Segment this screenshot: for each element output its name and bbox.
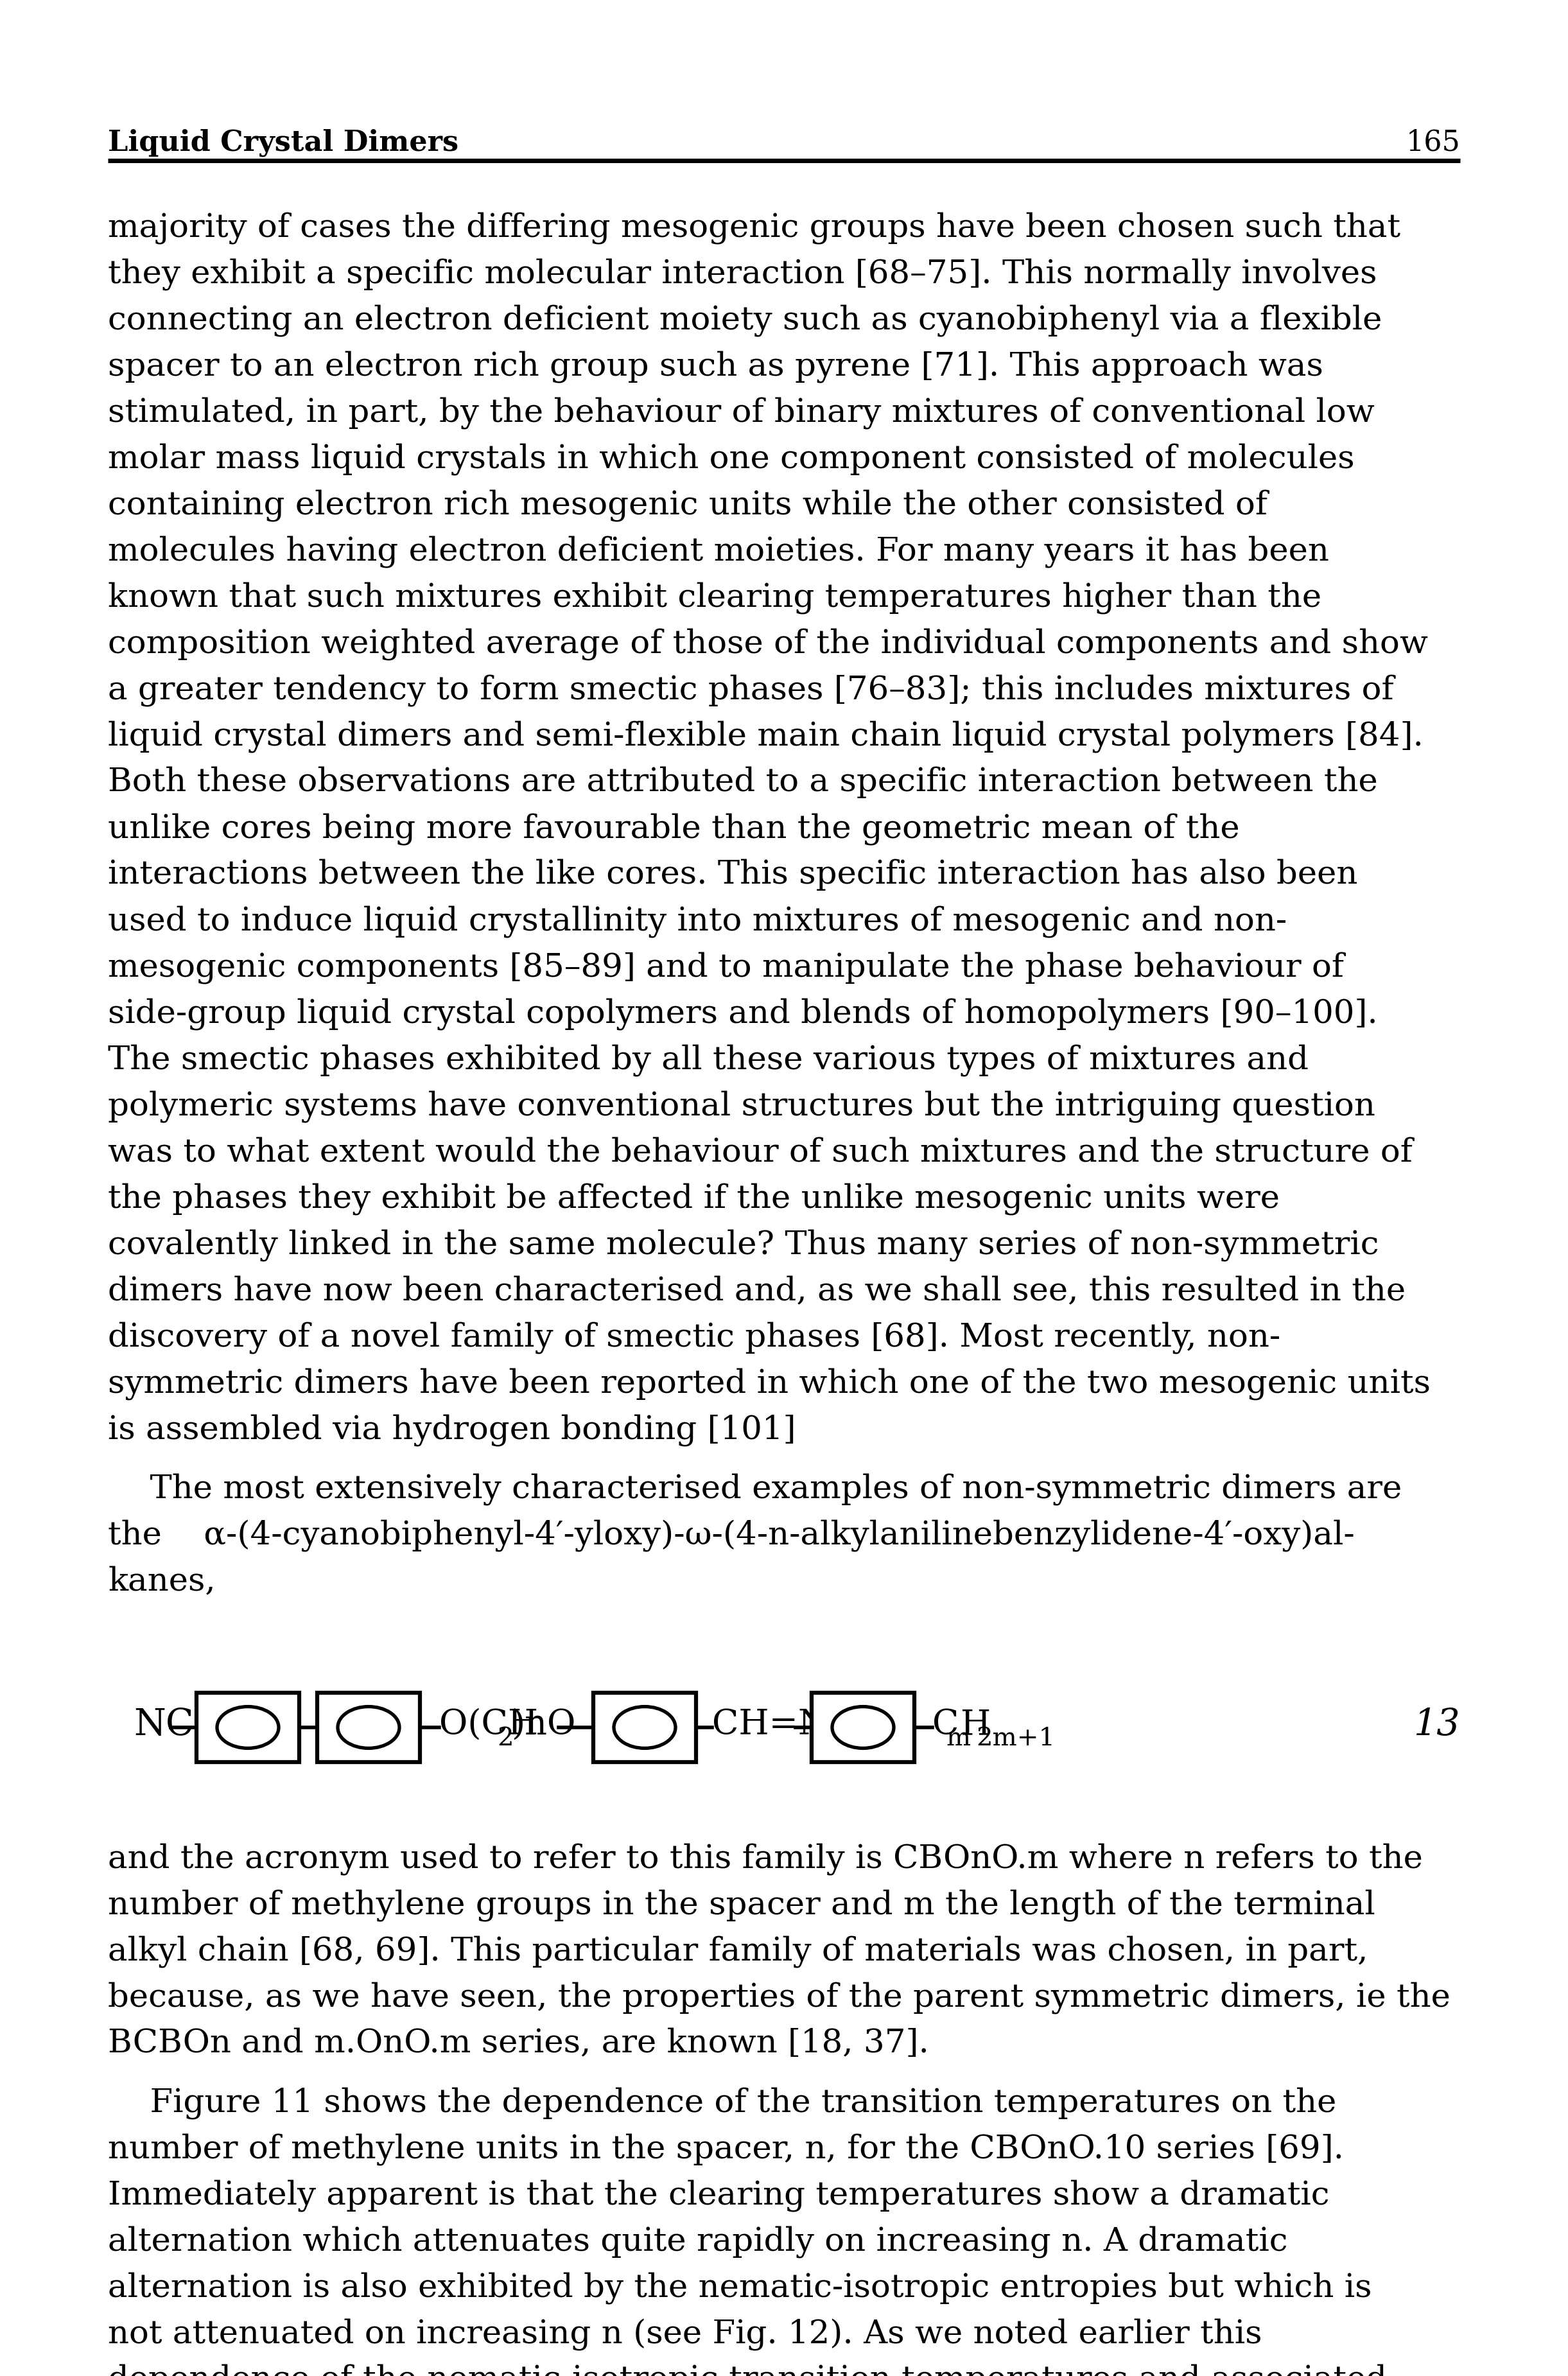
Text: a greater tendency to form smectic phases [76–83]; this includes mixtures of: a greater tendency to form smectic phase…	[108, 675, 1394, 706]
Ellipse shape	[337, 1706, 400, 1749]
Text: was to what extent would the behaviour of such mixtures and the structure of: was to what extent would the behaviour o…	[108, 1136, 1413, 1169]
Text: 2m+1: 2m+1	[975, 1727, 1055, 1751]
Ellipse shape	[833, 1706, 894, 1749]
Text: alkyl chain [68, 69]. This particular family of materials was chosen, in part,: alkyl chain [68, 69]. This particular fa…	[108, 1936, 1367, 1967]
Text: molar mass liquid crystals in which one component consisted of molecules: molar mass liquid crystals in which one …	[108, 442, 1355, 475]
Text: spacer to an electron rich group such as pyrene [71]. This approach was: spacer to an electron rich group such as…	[108, 352, 1323, 383]
FancyBboxPatch shape	[812, 1692, 914, 1763]
Text: number of methylene units in the spacer, n, for the CBOnO.10 series [69].: number of methylene units in the spacer,…	[108, 2134, 1344, 2165]
Ellipse shape	[216, 1706, 279, 1749]
Text: covalently linked in the same molecule? Thus many series of non-symmetric: covalently linked in the same molecule? …	[108, 1228, 1378, 1262]
Text: and the acronym used to refer to this family is CBOnO.m where n refers to the: and the acronym used to refer to this fa…	[108, 1844, 1422, 1875]
Text: C: C	[933, 1708, 960, 1742]
Text: 2: 2	[497, 1727, 513, 1751]
FancyBboxPatch shape	[196, 1692, 299, 1763]
Text: Liquid Crystal Dimers: Liquid Crystal Dimers	[108, 128, 458, 157]
FancyBboxPatch shape	[317, 1692, 420, 1763]
Text: the phases they exhibit be affected if the unlike mesogenic units were: the phases they exhibit be affected if t…	[108, 1183, 1279, 1214]
Text: The most extensively characterised examples of non-symmetric dimers are: The most extensively characterised examp…	[108, 1473, 1402, 1506]
Text: The smectic phases exhibited by all these various types of mixtures and: The smectic phases exhibited by all thes…	[108, 1043, 1309, 1076]
Text: CH=N: CH=N	[712, 1708, 828, 1742]
Ellipse shape	[613, 1706, 676, 1749]
Text: not attenuated on increasing n (see Fig. 12). As we noted earlier this: not attenuated on increasing n (see Fig.…	[108, 2319, 1262, 2350]
Text: used to induce liquid crystallinity into mixtures of mesogenic and non-: used to induce liquid crystallinity into…	[108, 905, 1287, 939]
Text: O(CH: O(CH	[439, 1708, 538, 1742]
Text: composition weighted average of those of the individual components and show: composition weighted average of those of…	[108, 627, 1428, 661]
Text: stimulated, in part, by the behaviour of binary mixtures of conventional low: stimulated, in part, by the behaviour of…	[108, 397, 1375, 430]
Text: dimers have now been characterised and, as we shall see, this resulted in the: dimers have now been characterised and, …	[108, 1276, 1405, 1307]
Text: BCBOn and m.OnO.m series, are known [18, 37].: BCBOn and m.OnO.m series, are known [18,…	[108, 2029, 928, 2060]
Text: known that such mixtures exhibit clearing temperatures higher than the: known that such mixtures exhibit clearin…	[108, 582, 1322, 613]
Text: NC: NC	[133, 1706, 194, 1744]
Text: connecting an electron deficient moiety such as cyanobiphenyl via a flexible: connecting an electron deficient moiety …	[108, 304, 1381, 337]
Text: Figure 11 shows the dependence of the transition temperatures on the: Figure 11 shows the dependence of the tr…	[108, 2086, 1336, 2119]
Text: liquid crystal dimers and semi-flexible main chain liquid crystal polymers [84].: liquid crystal dimers and semi-flexible …	[108, 720, 1424, 753]
Text: containing electron rich mesogenic units while the other consisted of: containing electron rich mesogenic units…	[108, 489, 1267, 520]
Text: side-group liquid crystal copolymers and blends of homopolymers [90–100].: side-group liquid crystal copolymers and…	[108, 998, 1378, 1031]
Text: mesogenic components [85–89] and to manipulate the phase behaviour of: mesogenic components [85–89] and to mani…	[108, 953, 1344, 984]
Text: they exhibit a specific molecular interaction [68–75]. This normally involves: they exhibit a specific molecular intera…	[108, 259, 1377, 290]
Text: 13: 13	[1414, 1706, 1460, 1744]
Text: symmetric dimers have been reported in which one of the two mesogenic units: symmetric dimers have been reported in w…	[108, 1369, 1430, 1399]
Text: interactions between the like cores. This specific interaction has also been: interactions between the like cores. Thi…	[108, 860, 1358, 891]
Text: H: H	[961, 1708, 991, 1742]
Text: Immediately apparent is that the clearing temperatures show a dramatic: Immediately apparent is that the clearin…	[108, 2179, 1330, 2212]
Text: kanes,: kanes,	[108, 1566, 215, 1597]
Text: majority of cases the differing mesogenic groups have been chosen such that: majority of cases the differing mesogeni…	[108, 211, 1400, 245]
Text: alternation is also exhibited by the nematic-isotropic entropies but which is: alternation is also exhibited by the nem…	[108, 2271, 1372, 2305]
Text: dependence of the nematic-isotropic transition temperatures and associated: dependence of the nematic-isotropic tran…	[108, 2364, 1388, 2376]
Text: molecules having electron deficient moieties. For many years it has been: molecules having electron deficient moie…	[108, 535, 1330, 568]
Text: is assembled via hydrogen bonding [101]: is assembled via hydrogen bonding [101]	[108, 1414, 797, 1447]
Text: the    α-(4-cyanobiphenyl-4′-yloxy)-ω-(4-n-alkylanilinebenzylidene-4′-oxy)al-: the α-(4-cyanobiphenyl-4′-yloxy)-ω-(4-n-…	[108, 1518, 1355, 1552]
Text: alternation which attenuates quite rapidly on increasing n. A dramatic: alternation which attenuates quite rapid…	[108, 2226, 1287, 2257]
Text: discovery of a novel family of smectic phases [68]. Most recently, non-: discovery of a novel family of smectic p…	[108, 1321, 1281, 1354]
Text: polymeric systems have conventional structures but the intriguing question: polymeric systems have conventional stru…	[108, 1091, 1375, 1121]
Text: m: m	[947, 1727, 971, 1751]
Text: because, as we have seen, the properties of the parent symmetric dimers, ie the: because, as we have seen, the properties…	[108, 1982, 1450, 2015]
Text: 165: 165	[1405, 128, 1460, 157]
Text: number of methylene groups in the spacer and m the length of the terminal: number of methylene groups in the spacer…	[108, 1889, 1375, 1922]
Text: )nO: )nO	[511, 1708, 575, 1742]
Text: Both these observations are attributed to a specific interaction between the: Both these observations are attributed t…	[108, 767, 1378, 798]
FancyBboxPatch shape	[593, 1692, 696, 1763]
Text: unlike cores being more favourable than the geometric mean of the: unlike cores being more favourable than …	[108, 813, 1240, 846]
